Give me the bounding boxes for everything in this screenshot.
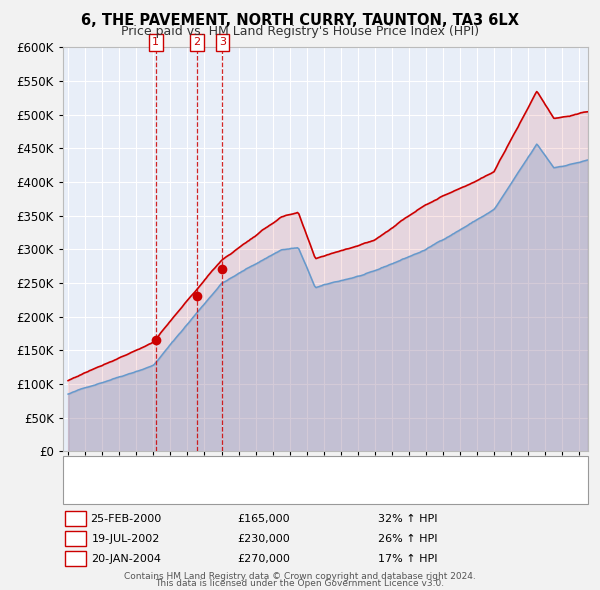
Text: 32% ↑ HPI: 32% ↑ HPI	[378, 514, 438, 523]
Text: 2: 2	[72, 534, 79, 543]
Text: Price paid vs. HM Land Registry's House Price Index (HPI): Price paid vs. HM Land Registry's House …	[121, 25, 479, 38]
Text: 19-JUL-2002: 19-JUL-2002	[92, 534, 160, 543]
Text: £165,000: £165,000	[238, 514, 290, 523]
Text: This data is licensed under the Open Government Licence v3.0.: This data is licensed under the Open Gov…	[155, 579, 445, 588]
Text: 3: 3	[72, 554, 79, 563]
Text: 6, THE PAVEMENT, NORTH CURRY, TAUNTON, TA3 6LX (detached house): 6, THE PAVEMENT, NORTH CURRY, TAUNTON, T…	[104, 464, 497, 474]
Text: HPI: Average price, detached house, Somerset: HPI: Average price, detached house, Some…	[104, 487, 359, 497]
Text: 26% ↑ HPI: 26% ↑ HPI	[378, 534, 438, 543]
Text: 20-JAN-2004: 20-JAN-2004	[91, 554, 161, 563]
Text: 17% ↑ HPI: 17% ↑ HPI	[378, 554, 438, 563]
Text: £270,000: £270,000	[238, 554, 290, 563]
Text: 1: 1	[72, 514, 79, 523]
Text: 25-FEB-2000: 25-FEB-2000	[91, 514, 161, 523]
Text: 6, THE PAVEMENT, NORTH CURRY, TAUNTON, TA3 6LX: 6, THE PAVEMENT, NORTH CURRY, TAUNTON, T…	[81, 13, 519, 28]
Text: 3: 3	[219, 37, 226, 47]
Text: 1: 1	[152, 37, 159, 47]
Text: ——: ——	[74, 485, 101, 499]
Text: ——: ——	[74, 463, 101, 477]
Text: Contains HM Land Registry data © Crown copyright and database right 2024.: Contains HM Land Registry data © Crown c…	[124, 572, 476, 581]
Text: 2: 2	[193, 37, 200, 47]
Text: £230,000: £230,000	[238, 534, 290, 543]
